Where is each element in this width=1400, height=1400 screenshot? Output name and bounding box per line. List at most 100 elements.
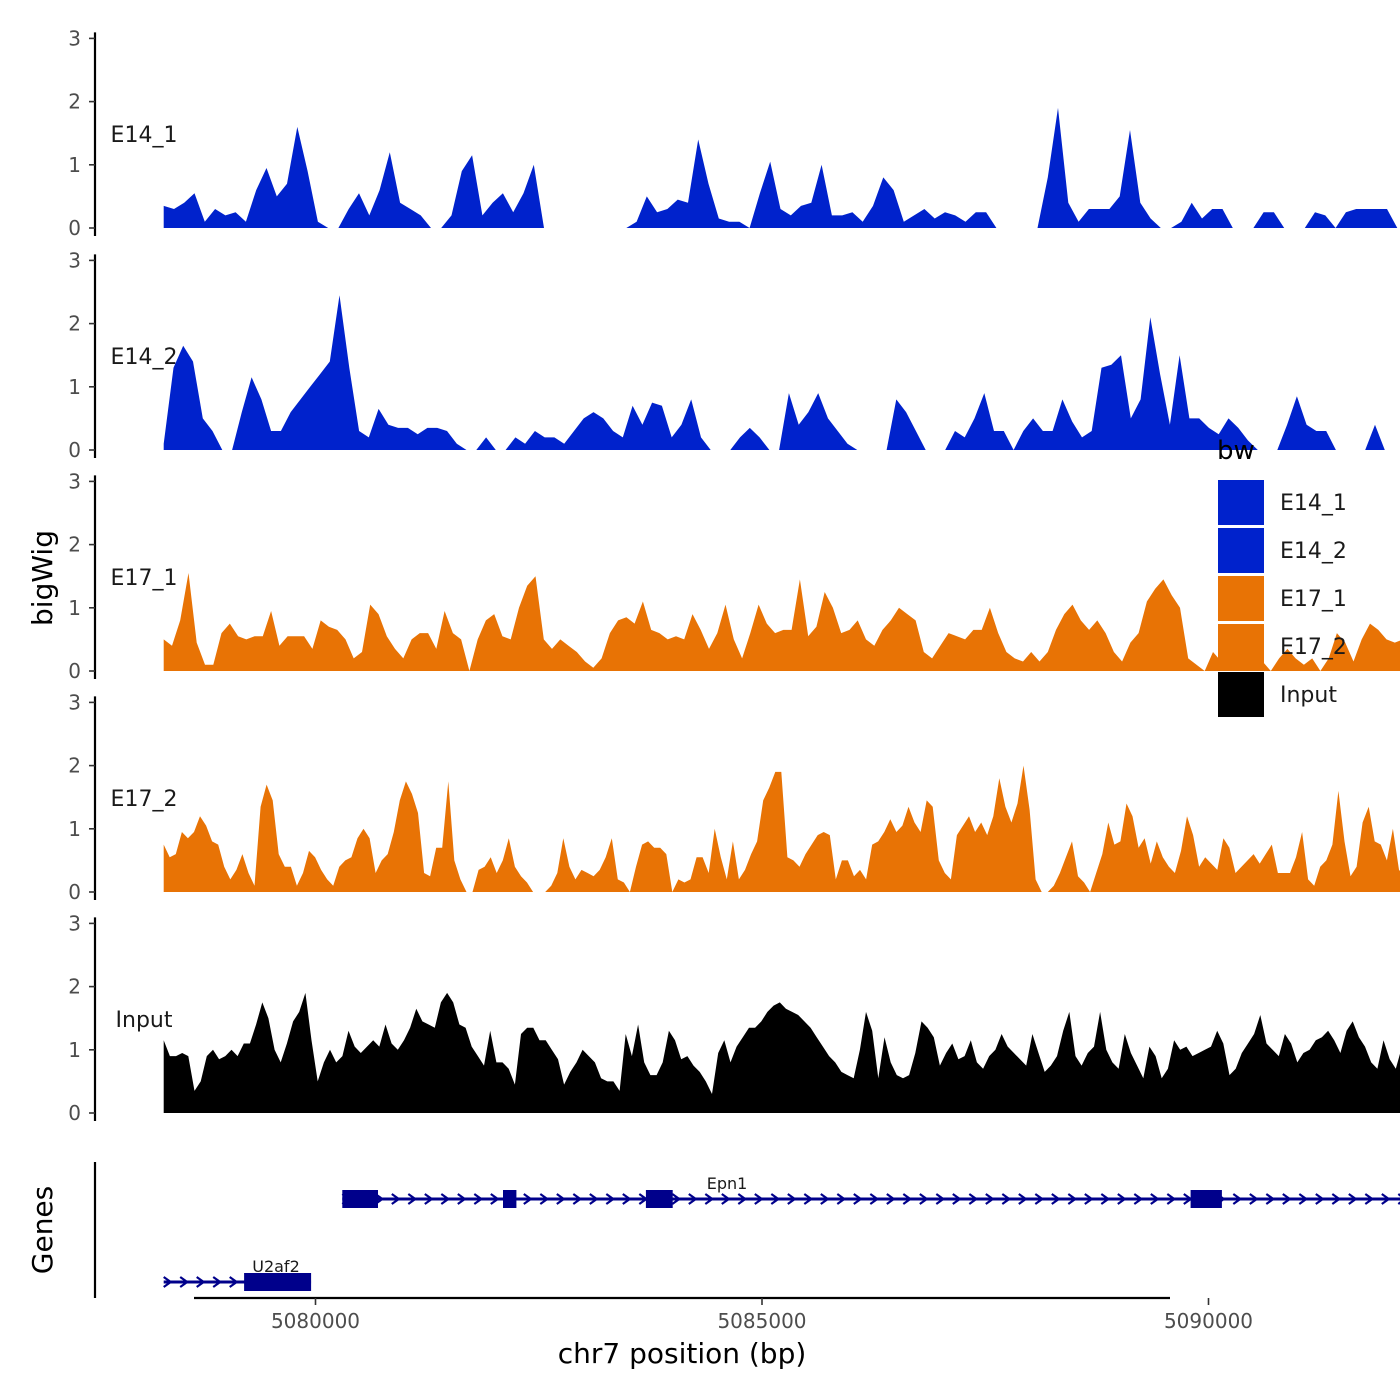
strand-arrow: [1348, 1193, 1358, 1205]
strand-arrow: [457, 1193, 467, 1205]
y-tick-label: 2: [68, 975, 81, 999]
strand-arrow: [1364, 1193, 1375, 1205]
signal-area-E14_2: [163, 295, 1400, 450]
gene-exon: [645, 1190, 673, 1208]
y-tick-label: 1: [68, 375, 81, 399]
strand-arrow: [440, 1193, 451, 1205]
signal-area-Input: [163, 992, 1400, 1113]
legend-label: E17_1: [1280, 587, 1347, 612]
y-tick-label: 3: [68, 469, 81, 493]
y-tick-label: 3: [68, 690, 81, 714]
track-E17_2: 0 1 2 3 E17_2: [68, 690, 1400, 904]
strand-arrow: [869, 1193, 880, 1205]
signal-area-E17_1: [163, 573, 1400, 671]
strand-arrow: [902, 1193, 913, 1205]
strand-arrow: [787, 1193, 797, 1205]
strand-arrow: [229, 1276, 239, 1288]
strand-arrow: [1001, 1193, 1012, 1205]
strand-arrow: [196, 1276, 206, 1288]
x-ticks: 5080000508500050900005095000: [271, 1298, 1253, 1333]
y-tick-label: 0: [68, 880, 81, 904]
y-tick-label: 3: [68, 248, 81, 272]
legend-title: bw: [1217, 436, 1255, 466]
strand-arrow: [886, 1193, 896, 1205]
x-axis-title: chr7 position (bp): [558, 1337, 807, 1370]
strand-arrow: [407, 1193, 418, 1205]
gene-label: U2af2: [252, 1257, 300, 1276]
signal-area-E14_1: [163, 107, 1400, 228]
strand-arrow: [721, 1193, 731, 1205]
strand-arrow: [1018, 1193, 1028, 1205]
strand-arrow: [556, 1193, 566, 1205]
strand-arrow: [1315, 1193, 1325, 1205]
y-tick-label: 2: [68, 533, 81, 557]
track-label: E14_1: [111, 123, 178, 148]
signal-tracks: 0 1 2 3 E14_1 0 1 2 3 E14_2 0 1 2 3 E17_1 0 1 2 3 E17_2 0 1 2 3…: [68, 26, 1400, 1125]
y-tick-label: 2: [68, 90, 81, 114]
strand-arrow: [1133, 1193, 1144, 1205]
track-E14_2: 0 1 2 3 E14_2: [68, 248, 1400, 462]
genes-axis-title: Genes: [26, 1186, 59, 1274]
strand-arrow: [737, 1193, 748, 1205]
strand-arrow: [212, 1276, 223, 1288]
strand-arrow: [1298, 1193, 1309, 1205]
gene-models: Epn1 U2af2: [163, 1174, 1400, 1291]
legend-item-E17_2: E17_2: [1218, 624, 1347, 669]
strand-arrow: [424, 1193, 434, 1205]
strand-arrow: [605, 1193, 616, 1205]
track-Input: 0 1 2 3 Input: [68, 911, 1400, 1125]
strand-arrow: [853, 1193, 863, 1205]
x-axis: 5080000508500050900005095000 chr7 positi…: [194, 1296, 1253, 1370]
gene-Epn1: Epn1: [341, 1174, 1400, 1208]
track-E17_1: 0 1 2 3 E17_1: [68, 469, 1400, 683]
legend-label: E14_2: [1280, 539, 1347, 564]
strand-arrow: [391, 1193, 401, 1205]
y-tick-label: 1: [68, 153, 81, 177]
y-tick-label: 2: [68, 312, 81, 336]
strand-arrow: [1150, 1193, 1160, 1205]
legend: bw E14_1 E14_2 E17_1 E17_2 Input: [1217, 436, 1347, 717]
strand-arrow: [539, 1193, 550, 1205]
strand-arrow: [671, 1193, 682, 1205]
strand-arrow: [1084, 1193, 1094, 1205]
strand-arrow: [704, 1193, 715, 1205]
strand-arrow: [754, 1193, 764, 1205]
x-tick-label: 5090000: [1164, 1309, 1253, 1333]
signal-area-E17_2: [163, 765, 1400, 892]
strand-arrow: [1100, 1193, 1111, 1205]
y-tick-label: 1: [68, 596, 81, 620]
strand-arrow: [1249, 1193, 1259, 1205]
genes-panel: Genes Epn1 U2af2: [26, 1162, 1400, 1298]
gene-exon: [244, 1273, 312, 1291]
legend-swatch: [1218, 576, 1264, 621]
strand-arrow: [688, 1193, 698, 1205]
track-E14_1: 0 1 2 3 E14_1: [68, 26, 1400, 240]
gene-exon: [503, 1190, 517, 1208]
strand-arrow: [1265, 1193, 1276, 1205]
strand-arrow: [1067, 1193, 1078, 1205]
strand-arrow: [820, 1193, 830, 1205]
gene-exon: [1190, 1190, 1222, 1208]
legend-item-E14_1: E14_1: [1218, 480, 1347, 525]
strand-arrow: [919, 1193, 929, 1205]
track-label: E17_1: [111, 566, 178, 591]
y-tick-label: 0: [68, 438, 81, 462]
strand-arrow: [589, 1193, 599, 1205]
strand-arrow: [572, 1193, 583, 1205]
strand-arrow: [1331, 1193, 1342, 1205]
legend-items: E14_1 E14_2 E17_1 E17_2 Input: [1218, 480, 1347, 717]
y-tick-label: 0: [68, 216, 81, 240]
strand-arrow: [1034, 1193, 1045, 1205]
gene-label: Epn1: [707, 1174, 748, 1193]
y-tick-label: 2: [68, 754, 81, 778]
legend-item-E17_1: E17_1: [1218, 576, 1347, 621]
track-label: E17_2: [111, 787, 178, 812]
y-tick-label: 3: [68, 26, 81, 50]
legend-swatch: [1218, 528, 1264, 573]
strand-arrow: [1166, 1193, 1177, 1205]
track-label: E14_2: [111, 345, 178, 370]
y-tick-label: 1: [68, 817, 81, 841]
y-axis-title: bigWig: [26, 530, 59, 626]
strand-arrow: [952, 1193, 962, 1205]
strand-arrow: [803, 1193, 814, 1205]
